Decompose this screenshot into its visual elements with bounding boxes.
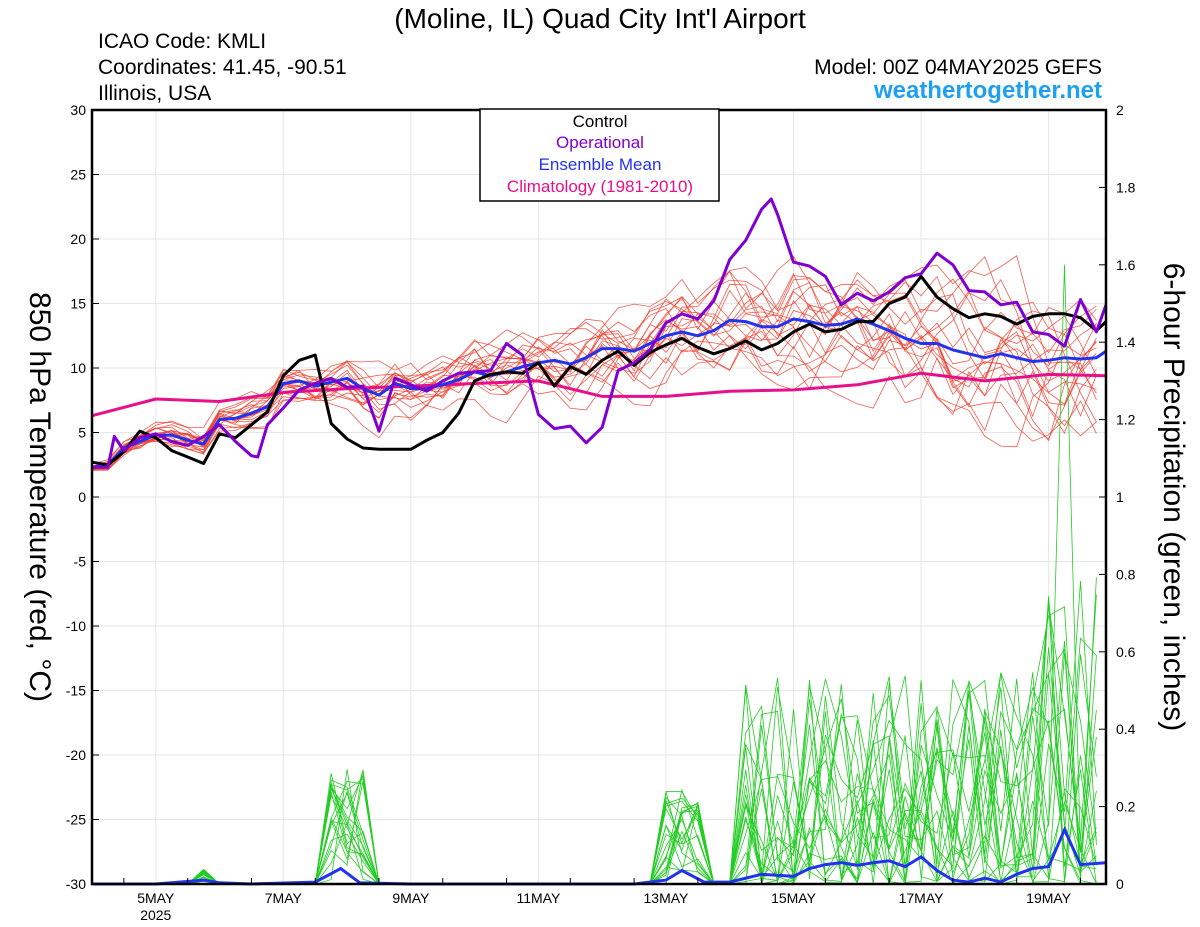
highlighted-series bbox=[91, 197, 1108, 886]
legend-ensemble-mean: Ensemble Mean bbox=[539, 155, 662, 174]
coordinates: Coordinates: 41.45, -90.51 bbox=[98, 56, 347, 79]
y-tick-label: 0 bbox=[78, 489, 86, 505]
y-tick-label: -25 bbox=[66, 812, 86, 828]
chart-title: (Moline, IL) Quad City Int'l Airport bbox=[394, 3, 806, 34]
y-tick-label: -30 bbox=[66, 876, 86, 892]
precip-ensemble-mean-line bbox=[92, 826, 1107, 886]
y2-tick-label: 0.6 bbox=[1116, 644, 1136, 660]
y-tick-label: -5 bbox=[74, 554, 87, 570]
legend: Control Operational Ensemble Mean Climat… bbox=[479, 108, 720, 202]
member-temp-line bbox=[91, 290, 1097, 471]
x-tick-label: 7MAY bbox=[265, 890, 303, 906]
y-tick-label: 25 bbox=[70, 167, 86, 183]
x-tick-label: 9MAY bbox=[392, 890, 430, 906]
x-tick-label: 19MAY bbox=[1026, 890, 1072, 906]
member-temp-line bbox=[91, 255, 1097, 470]
member-precip-line bbox=[92, 673, 1097, 885]
y-tick-label: -15 bbox=[66, 683, 86, 699]
y-tick-label: 5 bbox=[78, 425, 86, 441]
y-tick-label: 30 bbox=[70, 102, 86, 118]
legend-control: Control bbox=[573, 112, 628, 131]
control-line bbox=[91, 274, 1108, 467]
member-temp-line bbox=[91, 278, 1097, 470]
y-tick-label: 15 bbox=[70, 296, 86, 312]
region: Illinois, USA bbox=[98, 82, 211, 105]
ensemble-members bbox=[91, 255, 1097, 886]
y2-tick-label: 0.8 bbox=[1116, 566, 1136, 582]
member-precip-line bbox=[92, 601, 1097, 885]
y2-tick-label: 1.4 bbox=[1116, 334, 1136, 350]
x-tick-label: 17MAY bbox=[899, 890, 945, 906]
member-precip-line bbox=[92, 606, 1097, 886]
member-precip-line bbox=[92, 682, 1097, 885]
member-temp-line bbox=[91, 307, 1097, 471]
model-run: Model: 00Z 04MAY2025 GEFS bbox=[814, 56, 1102, 79]
y-tick-label: -20 bbox=[66, 747, 86, 763]
member-precip-line bbox=[92, 594, 1097, 885]
y2-tick-label: 1.6 bbox=[1116, 257, 1136, 273]
member-temp-line bbox=[91, 319, 1097, 465]
y-tick-label: 10 bbox=[70, 360, 86, 376]
member-temp-line bbox=[91, 300, 1097, 467]
legend-climatology: Climatology (1981-2010) bbox=[507, 177, 693, 196]
member-precip-line bbox=[92, 596, 1097, 885]
member-precip-line bbox=[92, 683, 1097, 885]
member-temp-line bbox=[91, 255, 1097, 470]
y2-tick-label: 1 bbox=[1116, 489, 1124, 505]
y2-tick-label: 1.8 bbox=[1116, 179, 1136, 195]
x-tick-label: 5MAY bbox=[137, 890, 175, 906]
legend-box bbox=[479, 108, 720, 202]
axis-ticks: 302520151050-5-10-15-20-25-3021.81.61.41… bbox=[66, 102, 1136, 923]
y2-tick-label: 1.2 bbox=[1116, 412, 1136, 428]
y-tick-label: -10 bbox=[66, 618, 86, 634]
member-temp-line bbox=[91, 306, 1097, 468]
y2-tick-label: 0.4 bbox=[1116, 721, 1136, 737]
x-tick-label: 15MAY bbox=[771, 890, 817, 906]
y2-tick-label: 0.2 bbox=[1116, 799, 1136, 815]
climatology-1981-2010-line bbox=[91, 371, 1107, 418]
member-temp-line bbox=[91, 278, 1097, 467]
member-precip-line bbox=[92, 653, 1097, 885]
member-temp-line bbox=[91, 290, 1097, 468]
x-tick-label: 11MAY bbox=[516, 890, 560, 906]
member-precip-line bbox=[92, 686, 1097, 885]
operational-line bbox=[92, 197, 1108, 469]
x-tick-year: 2025 bbox=[140, 907, 171, 923]
y2-tick-label: 2 bbox=[1116, 102, 1124, 118]
x-tick-label: 13MAY bbox=[644, 890, 690, 906]
brand-url: weathertogether.net bbox=[873, 77, 1102, 104]
icao-code: ICAO Code: KMLI bbox=[98, 30, 266, 53]
y-tick-label: 20 bbox=[70, 231, 86, 247]
y2-axis-title: 6-hour Precipitation (green, inches) bbox=[1157, 263, 1190, 732]
ensemble-mean-line bbox=[91, 317, 1107, 469]
y2-tick-label: 0 bbox=[1116, 876, 1124, 892]
member-precip-line bbox=[92, 599, 1097, 885]
legend-operational: Operational bbox=[556, 133, 644, 152]
member-precip-line bbox=[92, 672, 1097, 885]
member-precip-line bbox=[92, 673, 1097, 885]
y-axis-title: 850 hPa Temperature (red, °C) bbox=[23, 292, 56, 702]
